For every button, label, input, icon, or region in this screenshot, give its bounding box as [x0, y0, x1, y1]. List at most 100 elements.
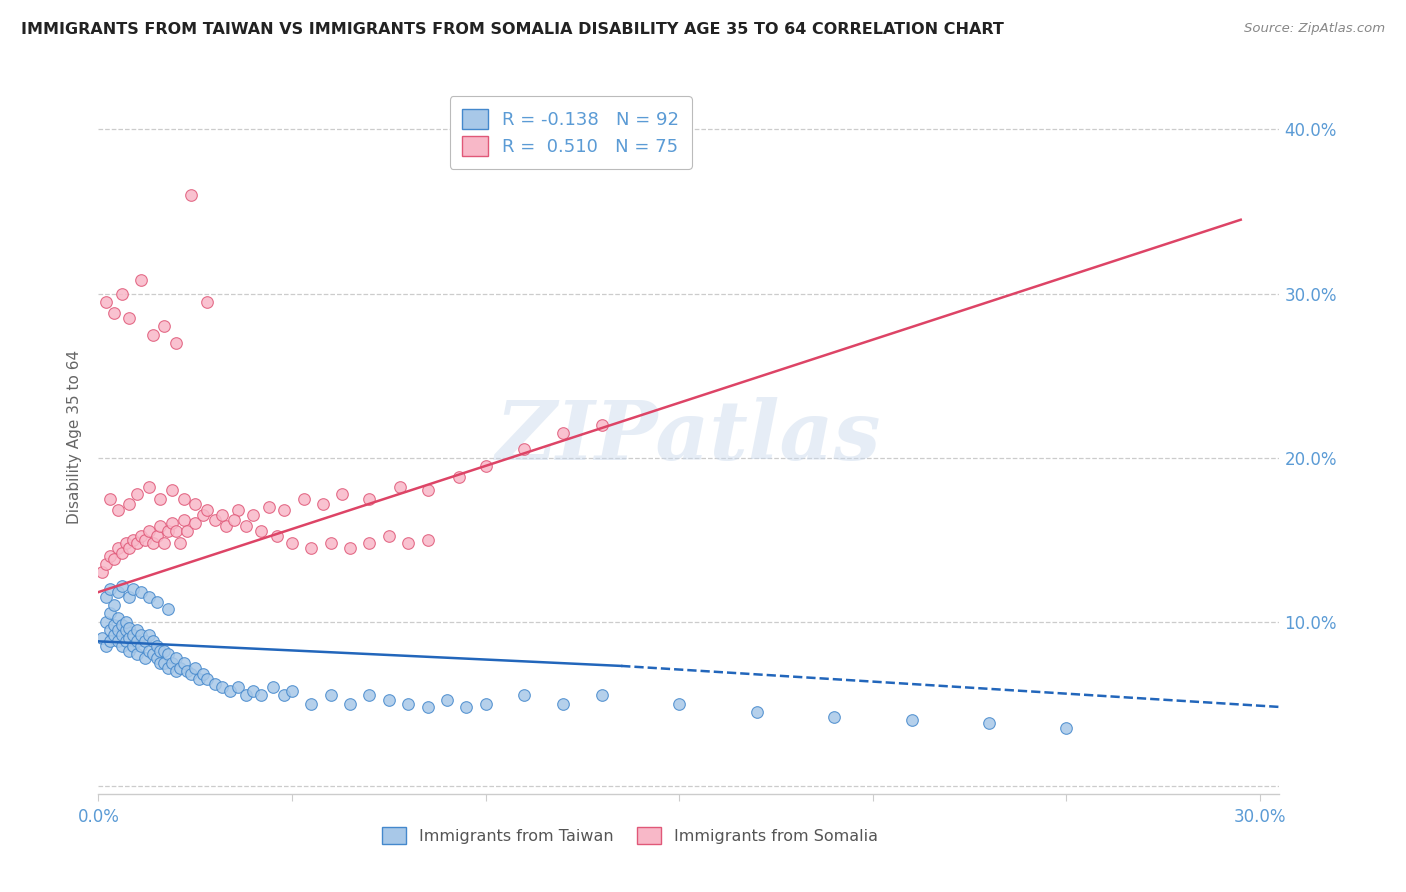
Legend: Immigrants from Taiwan, Immigrants from Somalia: Immigrants from Taiwan, Immigrants from … — [375, 821, 884, 850]
Point — [118, 621, 141, 635]
Point — [138, 590, 160, 604]
Point — [339, 697, 361, 711]
Point — [250, 524, 273, 539]
Point — [145, 595, 167, 609]
Point — [96, 294, 118, 309]
Point — [165, 650, 187, 665]
Point — [204, 513, 226, 527]
Point — [195, 672, 218, 686]
Point — [299, 541, 322, 555]
Point — [98, 623, 121, 637]
Point — [129, 639, 152, 653]
Point — [319, 689, 342, 703]
Point — [129, 628, 152, 642]
Point — [332, 486, 354, 500]
Point — [977, 716, 1000, 731]
Point — [281, 683, 304, 698]
Point — [591, 417, 613, 432]
Point — [157, 601, 180, 615]
Point — [149, 491, 172, 506]
Point — [127, 486, 149, 500]
Point — [378, 529, 401, 543]
Point — [122, 628, 145, 642]
Point — [107, 503, 129, 517]
Point — [91, 631, 114, 645]
Point — [242, 683, 264, 698]
Point — [118, 631, 141, 645]
Point — [745, 705, 768, 719]
Point — [138, 644, 160, 658]
Point — [339, 541, 361, 555]
Point — [551, 697, 574, 711]
Point — [299, 697, 322, 711]
Point — [211, 508, 233, 522]
Point — [145, 639, 167, 653]
Point — [142, 536, 165, 550]
Point — [107, 611, 129, 625]
Point — [149, 644, 172, 658]
Point — [118, 644, 141, 658]
Point — [226, 680, 249, 694]
Point — [474, 697, 496, 711]
Point — [292, 491, 315, 506]
Point — [118, 311, 141, 326]
Point — [107, 623, 129, 637]
Point — [312, 496, 335, 510]
Point — [91, 566, 114, 580]
Point — [111, 578, 134, 592]
Point — [145, 529, 167, 543]
Point — [129, 585, 152, 599]
Point — [191, 508, 214, 522]
Point — [204, 677, 226, 691]
Point — [111, 546, 134, 560]
Point — [114, 623, 136, 637]
Point — [235, 519, 257, 533]
Point — [416, 533, 439, 547]
Point — [215, 519, 238, 533]
Point — [211, 680, 233, 694]
Point — [250, 689, 273, 703]
Point — [396, 536, 419, 550]
Point — [103, 552, 125, 566]
Point — [122, 533, 145, 547]
Point — [153, 319, 176, 334]
Point — [145, 650, 167, 665]
Point — [98, 549, 121, 563]
Point — [153, 536, 176, 550]
Point — [138, 524, 160, 539]
Point — [222, 513, 245, 527]
Point — [173, 513, 195, 527]
Point — [273, 689, 295, 703]
Point — [447, 470, 470, 484]
Point — [235, 689, 257, 703]
Point — [823, 710, 845, 724]
Point — [165, 335, 187, 350]
Point — [111, 628, 134, 642]
Point — [591, 689, 613, 703]
Point — [513, 442, 536, 457]
Point — [153, 644, 176, 658]
Point — [122, 639, 145, 653]
Point — [96, 558, 118, 572]
Point — [474, 458, 496, 473]
Point — [184, 496, 207, 510]
Point — [129, 273, 152, 287]
Point — [416, 483, 439, 498]
Point — [107, 541, 129, 555]
Point — [165, 664, 187, 678]
Point — [551, 425, 574, 440]
Point — [107, 585, 129, 599]
Point — [184, 516, 207, 531]
Point — [157, 648, 180, 662]
Point — [262, 680, 284, 694]
Point — [118, 541, 141, 555]
Point — [149, 519, 172, 533]
Point — [160, 516, 183, 531]
Y-axis label: Disability Age 35 to 64: Disability Age 35 to 64 — [67, 350, 83, 524]
Point — [129, 529, 152, 543]
Point — [180, 188, 202, 202]
Point — [114, 615, 136, 629]
Point — [118, 496, 141, 510]
Point — [160, 656, 183, 670]
Point — [127, 634, 149, 648]
